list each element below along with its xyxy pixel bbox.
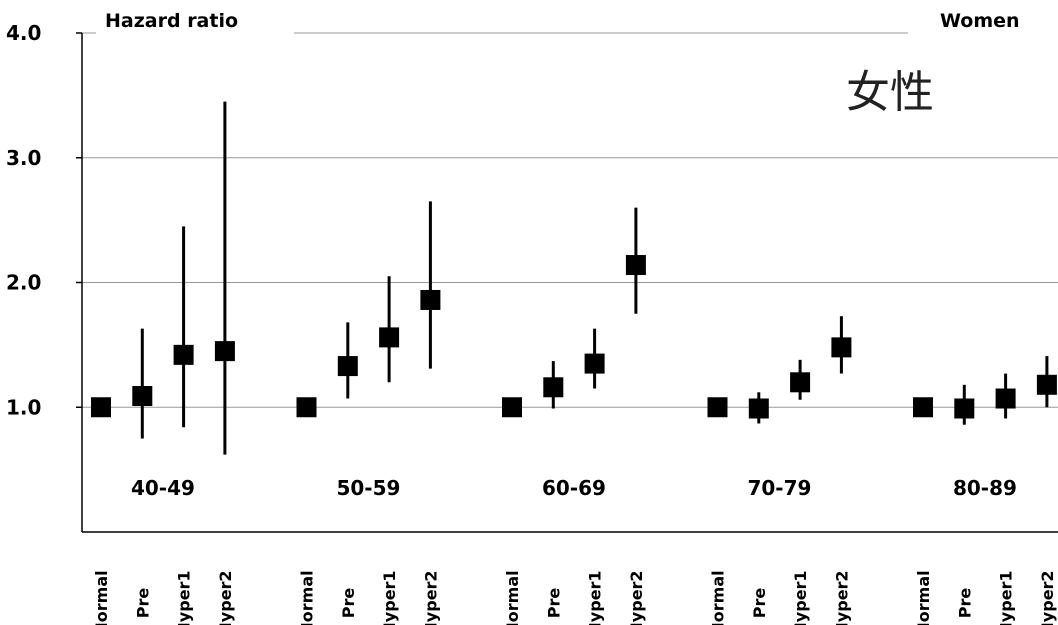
category-label: Pre — [544, 588, 563, 619]
title-background — [96, 4, 294, 38]
age-group-label: 60-69 — [542, 476, 606, 500]
category-label: Hyper1 — [175, 570, 194, 625]
point-marker — [584, 353, 605, 374]
category-label: Hyper1 — [380, 570, 399, 625]
point-marker — [790, 372, 811, 393]
chart-subtitle: Women — [940, 10, 1020, 32]
category-labels: Normal Pre Hyper1 Hyper2 Normal Pre Hyper1 Hype… — [92, 570, 1057, 625]
category-label: Hyper1 — [586, 570, 605, 625]
y-tick-label: 3.0 — [6, 146, 41, 170]
point-marker — [543, 377, 564, 398]
annotation-label: 女性 — [846, 67, 934, 118]
point-marker — [379, 327, 400, 348]
category-label: Pre — [750, 588, 769, 619]
point-marker — [132, 386, 153, 407]
point-marker — [214, 341, 235, 362]
point-marker — [748, 398, 769, 419]
category-label: Pre — [339, 588, 358, 619]
point-marker — [420, 289, 441, 310]
age-group-label: 40-49 — [131, 476, 195, 500]
age-group-label: 80-89 — [953, 476, 1017, 500]
point-marker — [337, 356, 358, 377]
category-label: Normal — [503, 570, 522, 625]
data-marks — [91, 101, 1057, 455]
category-label: Hyper2 — [627, 570, 646, 625]
category-label: Normal — [298, 570, 317, 625]
category-label: Hyper1 — [791, 570, 810, 625]
category-label: Hyper2 — [1038, 570, 1057, 625]
chart-title: Hazard ratio — [105, 10, 238, 32]
age-group-labels: 40-49 50-59 60-69 70-79 80-89 — [131, 476, 1017, 500]
y-tick-label: 4.0 — [6, 21, 41, 45]
point-marker — [995, 388, 1016, 409]
y-tick-label: 1.0 — [6, 395, 41, 419]
category-label: Hyper2 — [421, 570, 440, 625]
point-marker — [91, 397, 111, 418]
point-marker — [173, 344, 194, 365]
category-label: Hyper2 — [216, 570, 235, 625]
point-marker — [625, 255, 646, 276]
category-label: Normal — [92, 570, 111, 625]
category-label: Normal — [914, 570, 933, 625]
point-marker — [296, 397, 317, 418]
point-marker — [913, 397, 933, 418]
point-marker — [954, 398, 975, 419]
category-label: Pre — [955, 588, 974, 619]
point-marker — [502, 397, 522, 418]
category-label: Pre — [133, 588, 152, 619]
category-label: Hyper2 — [832, 570, 851, 625]
category-label: Hyper1 — [997, 570, 1016, 625]
category-label: Normal — [709, 570, 728, 625]
point-marker — [1036, 374, 1057, 395]
y-tick-label: 2.0 — [6, 271, 41, 295]
axes — [76, 32, 1058, 533]
age-group-label: 70-79 — [747, 476, 811, 500]
point-marker — [831, 337, 852, 358]
subtitle-background — [908, 4, 1058, 38]
point-marker — [707, 397, 728, 418]
y-tick-labels: 1.0 2.0 3.0 4.0 — [6, 21, 41, 419]
age-group-label: 50-59 — [336, 476, 400, 500]
